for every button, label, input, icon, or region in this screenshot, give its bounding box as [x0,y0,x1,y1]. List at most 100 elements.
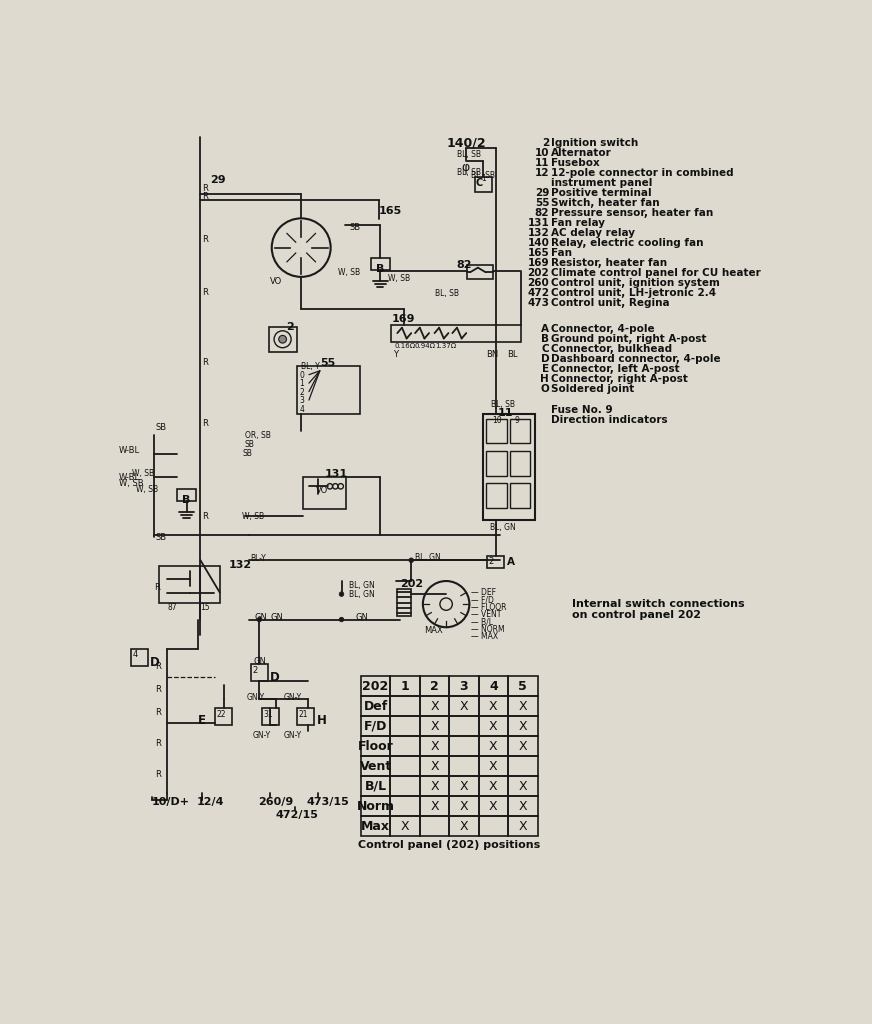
Bar [419,676,449,695]
Text: — MAX: — MAX [471,632,498,641]
Text: A: A [542,324,549,334]
Bar [449,816,479,836]
Text: X: X [430,760,439,773]
Text: R: R [154,708,160,717]
Text: BL, GN: BL, GN [415,553,441,561]
Text: W-BL: W-BL [119,473,140,482]
Bar [479,676,508,695]
Bar [160,565,220,602]
Text: Fan relay: Fan relay [551,218,605,228]
Text: Climate control panel for CU heater: Climate control panel for CU heater [551,268,760,279]
Text: 87: 87 [167,602,177,611]
Text: 31: 31 [263,710,273,719]
Text: X: X [460,779,468,793]
Bar [467,265,494,280]
Bar [391,736,419,756]
Bar [392,325,521,342]
Text: 2: 2 [252,666,257,675]
Text: — VENT: — VENT [471,610,501,618]
Text: 131: 131 [528,218,549,228]
Bar [391,676,419,695]
Circle shape [339,592,344,596]
Text: 9: 9 [514,416,519,425]
Text: 260/9: 260/9 [258,797,293,807]
Text: B: B [182,495,191,505]
Text: — F/D: — F/D [471,595,494,604]
Text: 3: 3 [300,396,304,406]
Text: Vent: Vent [359,760,392,773]
Text: VO: VO [270,276,283,286]
Bar [419,695,449,716]
Bar [508,676,537,695]
Text: 11: 11 [498,408,514,418]
Text: X: X [519,720,528,732]
Text: X: X [489,760,498,773]
Text: 82: 82 [535,208,549,218]
Text: SB: SB [245,440,255,450]
Bar [391,776,419,796]
Text: Control unit, Regina: Control unit, Regina [551,298,670,308]
Text: 2: 2 [488,557,494,566]
Text: φ: φ [461,162,470,174]
Bar [487,483,507,508]
Bar [508,796,537,816]
Text: 140: 140 [528,239,549,249]
Bar [449,796,479,816]
Text: Relay, electric cooling fan: Relay, electric cooling fan [551,239,703,249]
Circle shape [279,336,287,343]
Text: C: C [542,344,549,354]
Text: Ground point, right A-post: Ground point, right A-post [551,334,706,344]
Text: Connector, bulkhead: Connector, bulkhead [551,344,671,354]
Text: R: R [202,184,208,194]
Text: 1: 1 [481,174,486,182]
Text: BN: BN [487,350,499,359]
Text: BL, SB: BL, SB [471,171,495,179]
Text: Norm: Norm [357,800,395,813]
Text: H: H [317,715,327,727]
Bar [303,477,346,509]
Text: VO: VO [316,486,328,496]
Text: R: R [202,420,208,428]
Text: — NORM: — NORM [471,625,505,634]
Text: 131: 131 [324,469,348,479]
Text: 22: 22 [217,710,226,719]
Text: 4: 4 [489,680,498,692]
Bar [449,736,479,756]
Text: X: X [430,699,439,713]
Text: 169: 169 [528,258,549,268]
Text: 15: 15 [201,602,210,611]
Bar [449,695,479,716]
Bar [487,556,504,568]
Text: GN-Y: GN-Y [283,692,302,701]
Text: GN: GN [254,657,267,667]
Text: GN-Y: GN-Y [247,692,265,701]
Text: R: R [202,289,208,297]
Bar [361,695,391,716]
Text: Connector, left A-post: Connector, left A-post [551,364,679,374]
Text: R: R [154,685,160,694]
Bar [361,716,391,736]
Text: instrument panel: instrument panel [551,178,652,188]
Text: W-BL: W-BL [119,446,140,456]
Bar [361,736,391,756]
Text: Soldered joint: Soldered joint [551,384,634,394]
Bar [262,708,279,725]
Text: A: A [507,557,514,567]
Text: B: B [542,334,549,344]
Text: SB: SB [350,223,360,232]
Text: 165: 165 [378,206,402,216]
Text: 12: 12 [535,168,549,178]
Text: MAX: MAX [424,626,442,635]
Text: BL-Y: BL-Y [250,554,266,563]
Text: Positive terminal: Positive terminal [551,188,651,199]
Text: 473: 473 [528,298,549,308]
Text: SB: SB [242,450,252,459]
Text: Switch, heater fan: Switch, heater fan [551,199,659,208]
Text: 1: 1 [400,680,410,692]
Bar [177,488,196,501]
Text: — FLOOR: — FLOOR [471,602,507,611]
Text: 4: 4 [133,650,138,659]
Text: 473/15: 473/15 [307,797,350,807]
Bar [371,258,390,270]
Bar [391,716,419,736]
